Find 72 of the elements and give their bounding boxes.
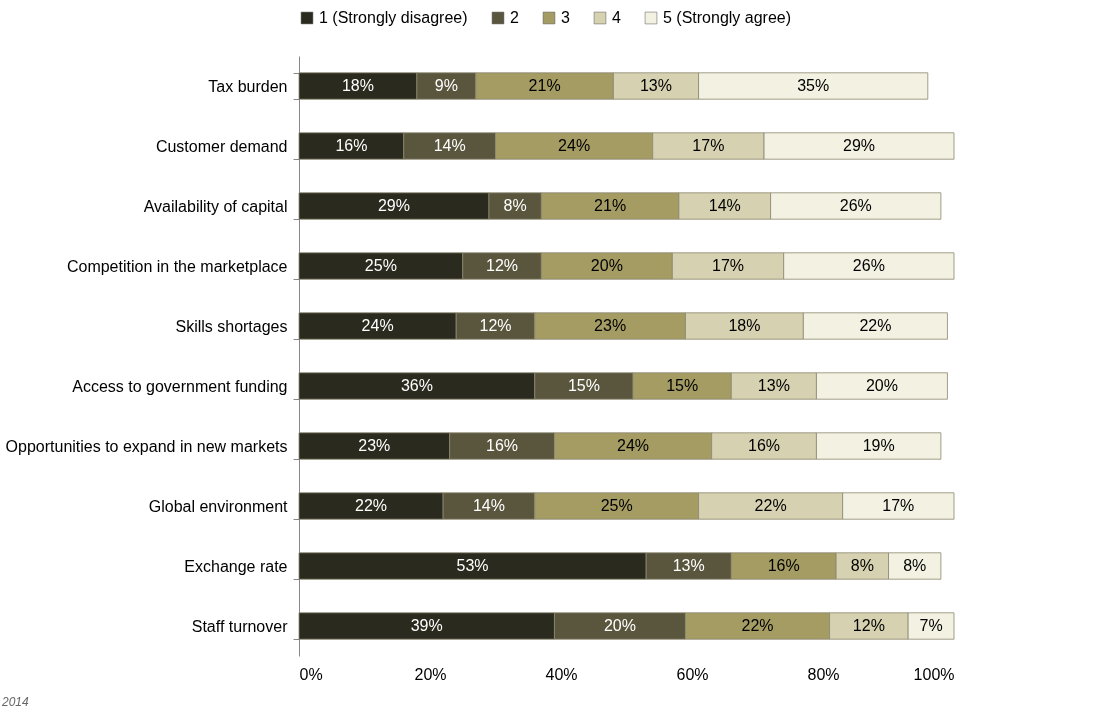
data-label: 12% bbox=[479, 317, 512, 334]
data-label: 25% bbox=[600, 497, 633, 514]
x-tick-label: 100% bbox=[913, 665, 955, 683]
data-label: 20% bbox=[865, 377, 898, 394]
data-label: 17% bbox=[712, 257, 745, 274]
data-label: 16% bbox=[767, 557, 800, 574]
data-label: 14% bbox=[472, 497, 505, 514]
x-tick-label: 60% bbox=[676, 665, 709, 683]
data-label: 29% bbox=[843, 137, 876, 154]
data-label: 14% bbox=[708, 197, 741, 214]
data-label: 22% bbox=[355, 497, 388, 514]
data-label: 26% bbox=[839, 197, 872, 214]
data-label: 17% bbox=[882, 497, 915, 514]
data-label: 13% bbox=[672, 557, 705, 574]
y-tick-label: Availability of capital bbox=[143, 197, 288, 215]
data-label: 39% bbox=[410, 617, 443, 634]
legend-label: 1 (Strongly disagree) bbox=[319, 9, 468, 26]
x-tick-label: 20% bbox=[414, 665, 447, 683]
data-label: 18% bbox=[728, 317, 761, 334]
data-label: 24% bbox=[558, 137, 591, 154]
data-label: 8% bbox=[903, 557, 927, 574]
data-label: 16% bbox=[486, 437, 519, 454]
y-tick-label: Exchange rate bbox=[184, 557, 288, 575]
y-tick-label: Tax burden bbox=[208, 77, 288, 95]
data-label: 21% bbox=[528, 77, 561, 94]
x-tick-label: 80% bbox=[807, 665, 840, 683]
legend-label: 5 (Strongly agree) bbox=[663, 9, 792, 26]
y-tick-label: Competition in the marketplace bbox=[66, 257, 288, 275]
data-label: 20% bbox=[603, 617, 636, 634]
x-tick-label: 40% bbox=[545, 665, 578, 683]
y-tick-label: Skills shortages bbox=[175, 317, 288, 335]
data-label: 13% bbox=[757, 377, 790, 394]
x-tick-label: 0% bbox=[299, 665, 323, 683]
data-label: 23% bbox=[358, 437, 391, 454]
data-label: 22% bbox=[754, 497, 787, 514]
data-label: 25% bbox=[364, 257, 397, 274]
data-label: 14% bbox=[433, 137, 466, 154]
data-label: 24% bbox=[617, 437, 650, 454]
data-label: 17% bbox=[692, 137, 725, 154]
data-label: 22% bbox=[741, 617, 774, 634]
legend-label: 2 bbox=[510, 9, 519, 26]
data-label: 15% bbox=[666, 377, 699, 394]
data-label: 53% bbox=[456, 557, 489, 574]
data-label: 8% bbox=[503, 197, 527, 214]
data-label: 16% bbox=[335, 137, 368, 154]
data-label: 29% bbox=[377, 197, 410, 214]
data-label: 12% bbox=[852, 617, 885, 634]
data-label: 15% bbox=[567, 377, 600, 394]
data-label: 16% bbox=[748, 437, 781, 454]
data-label: 12% bbox=[486, 257, 519, 274]
y-tick-label: Opportunities to expand in new markets bbox=[5, 437, 288, 455]
data-label: 20% bbox=[590, 257, 623, 274]
y-tick-label: Access to government funding bbox=[72, 377, 288, 395]
legend-label: 3 bbox=[561, 9, 570, 26]
text: 2014 bbox=[2, 695, 29, 709]
data-label: 21% bbox=[594, 197, 627, 214]
y-tick-label: Customer demand bbox=[155, 137, 288, 155]
data-label: 19% bbox=[862, 437, 895, 454]
data-label: 24% bbox=[361, 317, 394, 334]
data-label: 22% bbox=[859, 317, 892, 334]
y-tick-label: Global environment bbox=[148, 497, 289, 515]
legend-label: 4 bbox=[612, 9, 621, 26]
data-label: 35% bbox=[797, 77, 830, 94]
y-tick-label: Staff turnover bbox=[191, 617, 289, 635]
data-label: 26% bbox=[852, 257, 885, 274]
data-label: 23% bbox=[594, 317, 627, 334]
data-label: 18% bbox=[341, 77, 374, 94]
data-label: 9% bbox=[434, 77, 458, 94]
data-label: 7% bbox=[919, 617, 943, 634]
data-label: 8% bbox=[850, 557, 874, 574]
data-label: 36% bbox=[400, 377, 433, 394]
data-label: 13% bbox=[639, 77, 672, 94]
